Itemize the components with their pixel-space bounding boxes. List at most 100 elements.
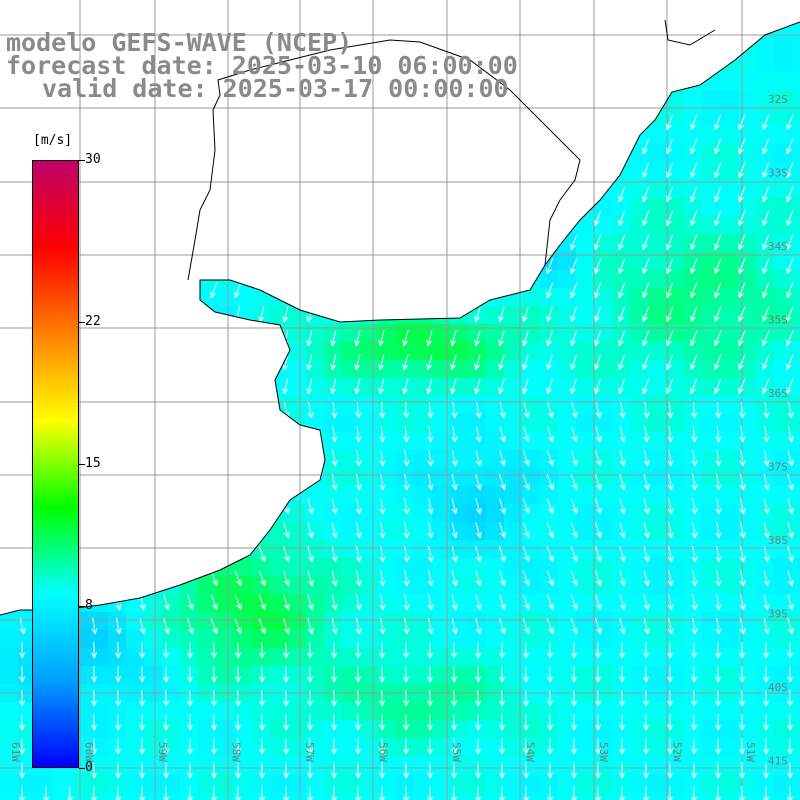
wind-arrow — [211, 665, 218, 683]
wind-arrow — [355, 474, 362, 491]
wind-arrow — [498, 594, 506, 610]
wind-arrow — [571, 402, 578, 419]
wind-arrow — [43, 785, 50, 800]
field-cell — [432, 486, 450, 504]
field-cell — [378, 342, 396, 360]
field-cell — [774, 72, 792, 90]
field-cell — [774, 648, 792, 666]
wind-arrow — [307, 618, 314, 635]
wind-arrow — [690, 162, 698, 178]
field-cell — [774, 90, 792, 108]
field-cell — [792, 216, 800, 234]
field-cell — [792, 792, 800, 800]
field-cell — [774, 756, 792, 774]
field-cell — [540, 738, 558, 756]
field-cell — [774, 198, 792, 216]
field-cell — [720, 288, 738, 306]
wind-arrow — [642, 162, 650, 178]
field-cell — [396, 720, 414, 738]
wind-arrow — [618, 354, 626, 370]
wind-arrow — [451, 665, 458, 683]
field-cell — [774, 792, 792, 800]
field-cell — [630, 774, 648, 792]
field-cell — [756, 558, 774, 576]
field-cell — [306, 630, 324, 648]
field-cell — [180, 720, 198, 738]
wind-arrow — [354, 330, 361, 347]
field-cell — [324, 720, 342, 738]
field-cell — [792, 468, 800, 486]
field-cell — [666, 558, 684, 576]
field-cell — [324, 702, 342, 720]
field-cell — [558, 756, 576, 774]
wind-arrow — [403, 450, 410, 467]
field-cell — [720, 414, 738, 432]
wind-arrow — [331, 450, 338, 467]
field-cell — [720, 216, 738, 234]
field-cell — [648, 774, 666, 792]
field-cell — [504, 306, 522, 324]
wind-arrow — [570, 594, 578, 610]
wind-arrow — [115, 618, 122, 635]
wind-arrow — [618, 210, 626, 226]
field-cell — [342, 432, 360, 450]
field-cell — [576, 414, 594, 432]
field-cell — [648, 216, 666, 234]
field-cell — [774, 666, 792, 684]
field-cell — [558, 522, 576, 540]
wind-arrow — [403, 761, 410, 779]
field-cell — [594, 432, 612, 450]
field-cell — [666, 630, 684, 648]
wind-arrow — [690, 186, 698, 202]
field-cell — [774, 126, 792, 144]
wind-arrow — [498, 474, 506, 490]
wind-arrow — [642, 258, 650, 274]
field-cell — [594, 666, 612, 684]
field-cell — [288, 738, 306, 756]
wind-arrow — [643, 785, 650, 800]
coastline — [0, 19, 800, 616]
field-cell — [504, 756, 522, 774]
wind-arrow — [619, 761, 626, 779]
field-cell — [414, 396, 432, 414]
field-cell — [630, 468, 648, 486]
wind-arrow — [595, 761, 602, 779]
wind-arrow — [331, 594, 338, 611]
wind-arrow — [738, 258, 746, 274]
field-cell — [756, 198, 774, 216]
field-cell — [648, 666, 666, 684]
wind-arrow — [570, 450, 578, 466]
field-cell — [666, 576, 684, 594]
field-cell — [576, 504, 594, 522]
wind-arrow — [667, 618, 674, 635]
wind-arrow — [715, 761, 722, 779]
field-cell — [684, 216, 702, 234]
field-cell — [522, 594, 540, 612]
field-cell — [414, 648, 432, 666]
field-cell — [594, 324, 612, 342]
field-cell — [450, 702, 468, 720]
field-cell — [198, 792, 216, 800]
field-cell — [702, 450, 720, 468]
field-cell — [648, 738, 666, 756]
field-cell — [720, 540, 738, 558]
wind-arrow — [259, 665, 266, 683]
wind-arrow — [403, 425, 410, 443]
field-cell — [432, 432, 450, 450]
wind-arrow — [570, 498, 578, 514]
wind-arrow — [306, 306, 313, 323]
wind-arrow — [594, 570, 602, 586]
field-cell — [612, 792, 630, 800]
field-cell — [126, 738, 144, 756]
wind-arrow — [570, 258, 578, 274]
field-cell — [720, 90, 738, 108]
field-cell — [756, 432, 774, 450]
field-cell — [0, 702, 18, 720]
field-cell — [576, 270, 594, 288]
field-cell — [252, 666, 270, 684]
wind-arrow — [787, 522, 794, 539]
wind-arrow — [762, 282, 770, 298]
wind-arrow — [522, 498, 530, 514]
field-cell — [756, 144, 774, 162]
